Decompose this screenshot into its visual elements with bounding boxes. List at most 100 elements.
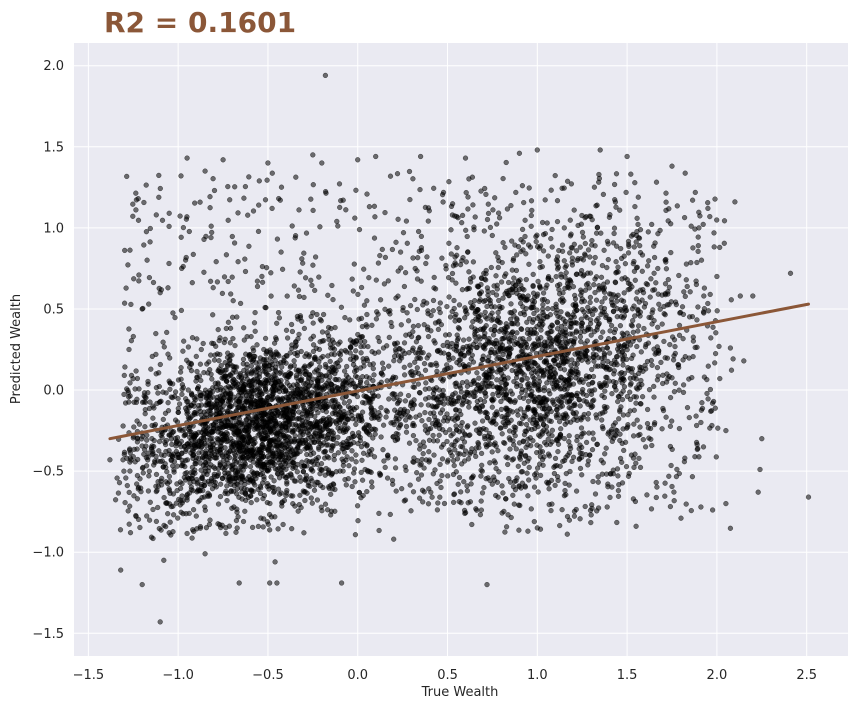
- data-point: [589, 403, 596, 409]
- data-point: [346, 410, 352, 416]
- data-point: [219, 522, 225, 528]
- data-point: [644, 263, 651, 269]
- data-point: [637, 243, 643, 249]
- data-point: [567, 250, 573, 256]
- data-point: [530, 407, 536, 414]
- data-point: [529, 207, 535, 214]
- data-point: [578, 425, 585, 431]
- data-point: [208, 371, 214, 377]
- data-point: [537, 243, 544, 249]
- data-point: [374, 309, 380, 315]
- data-point: [590, 351, 597, 357]
- data-point: [573, 328, 580, 334]
- data-point: [359, 457, 365, 463]
- data-point: [556, 286, 562, 293]
- data-point: [235, 210, 241, 216]
- data-point: [646, 258, 652, 264]
- data-point: [347, 350, 353, 356]
- data-point: [466, 336, 472, 342]
- data-point: [244, 417, 250, 423]
- data-point: [587, 299, 593, 306]
- data-point: [283, 460, 289, 466]
- data-point: [475, 440, 481, 446]
- data-point: [410, 176, 416, 182]
- data-point: [559, 507, 565, 513]
- data-point: [588, 519, 594, 526]
- data-point: [254, 342, 260, 348]
- data-point: [714, 308, 720, 314]
- data-point: [630, 433, 637, 439]
- data-point: [241, 325, 247, 331]
- data-point: [620, 298, 627, 304]
- data-point: [305, 429, 311, 436]
- data-point: [592, 289, 598, 296]
- data-point: [573, 248, 580, 254]
- data-point: [676, 332, 683, 338]
- data-point: [649, 362, 655, 368]
- data-point: [275, 526, 281, 532]
- data-point: [267, 355, 274, 361]
- data-point: [516, 440, 523, 446]
- data-point: [676, 425, 683, 432]
- data-point: [307, 420, 314, 427]
- data-point: [582, 503, 588, 510]
- data-point: [299, 414, 305, 420]
- data-point: [185, 387, 191, 393]
- data-point: [126, 521, 132, 527]
- data-point: [186, 416, 192, 422]
- data-point: [604, 504, 610, 510]
- data-point: [402, 398, 409, 404]
- data-point: [332, 324, 338, 331]
- data-point: [426, 449, 432, 455]
- data-point: [337, 204, 343, 211]
- data-point: [462, 305, 468, 311]
- data-point: [451, 491, 458, 497]
- data-point: [631, 258, 637, 265]
- data-point: [121, 468, 127, 474]
- data-point: [376, 416, 382, 423]
- data-point: [364, 298, 370, 304]
- data-point: [267, 428, 274, 435]
- data-point: [574, 320, 580, 326]
- data-point: [344, 363, 350, 370]
- data-point: [158, 452, 165, 458]
- data-point: [589, 237, 595, 244]
- data-point: [498, 398, 504, 405]
- data-point: [336, 404, 343, 410]
- data-point: [581, 398, 587, 404]
- data-point: [380, 422, 387, 428]
- data-point: [224, 408, 230, 414]
- data-point: [469, 474, 476, 481]
- data-point: [568, 314, 574, 321]
- data-point: [170, 429, 177, 435]
- data-point: [583, 439, 590, 446]
- data-point: [391, 421, 397, 428]
- data-point: [401, 340, 408, 346]
- data-point: [542, 230, 548, 237]
- data-point: [371, 372, 377, 378]
- data-point: [543, 285, 549, 291]
- grid-lines: [74, 43, 848, 656]
- data-point: [625, 364, 631, 371]
- data-point: [274, 412, 280, 419]
- data-point: [293, 343, 299, 349]
- data-point: [294, 350, 301, 356]
- data-point: [611, 181, 618, 188]
- data-point: [639, 268, 645, 274]
- data-point: [616, 344, 622, 350]
- data-point: [197, 488, 203, 494]
- data-point: [570, 339, 577, 345]
- data-point: [178, 509, 184, 515]
- data-point: [407, 482, 413, 488]
- data-point: [585, 411, 592, 417]
- data-point: [143, 463, 150, 469]
- data-point: [304, 451, 310, 458]
- data-point: [693, 278, 699, 284]
- data-point: [233, 369, 239, 375]
- data-point: [634, 215, 640, 221]
- data-point: [617, 455, 624, 462]
- data-point: [446, 374, 453, 380]
- data-point: [142, 424, 148, 430]
- data-point: [191, 479, 197, 485]
- data-point: [648, 436, 654, 442]
